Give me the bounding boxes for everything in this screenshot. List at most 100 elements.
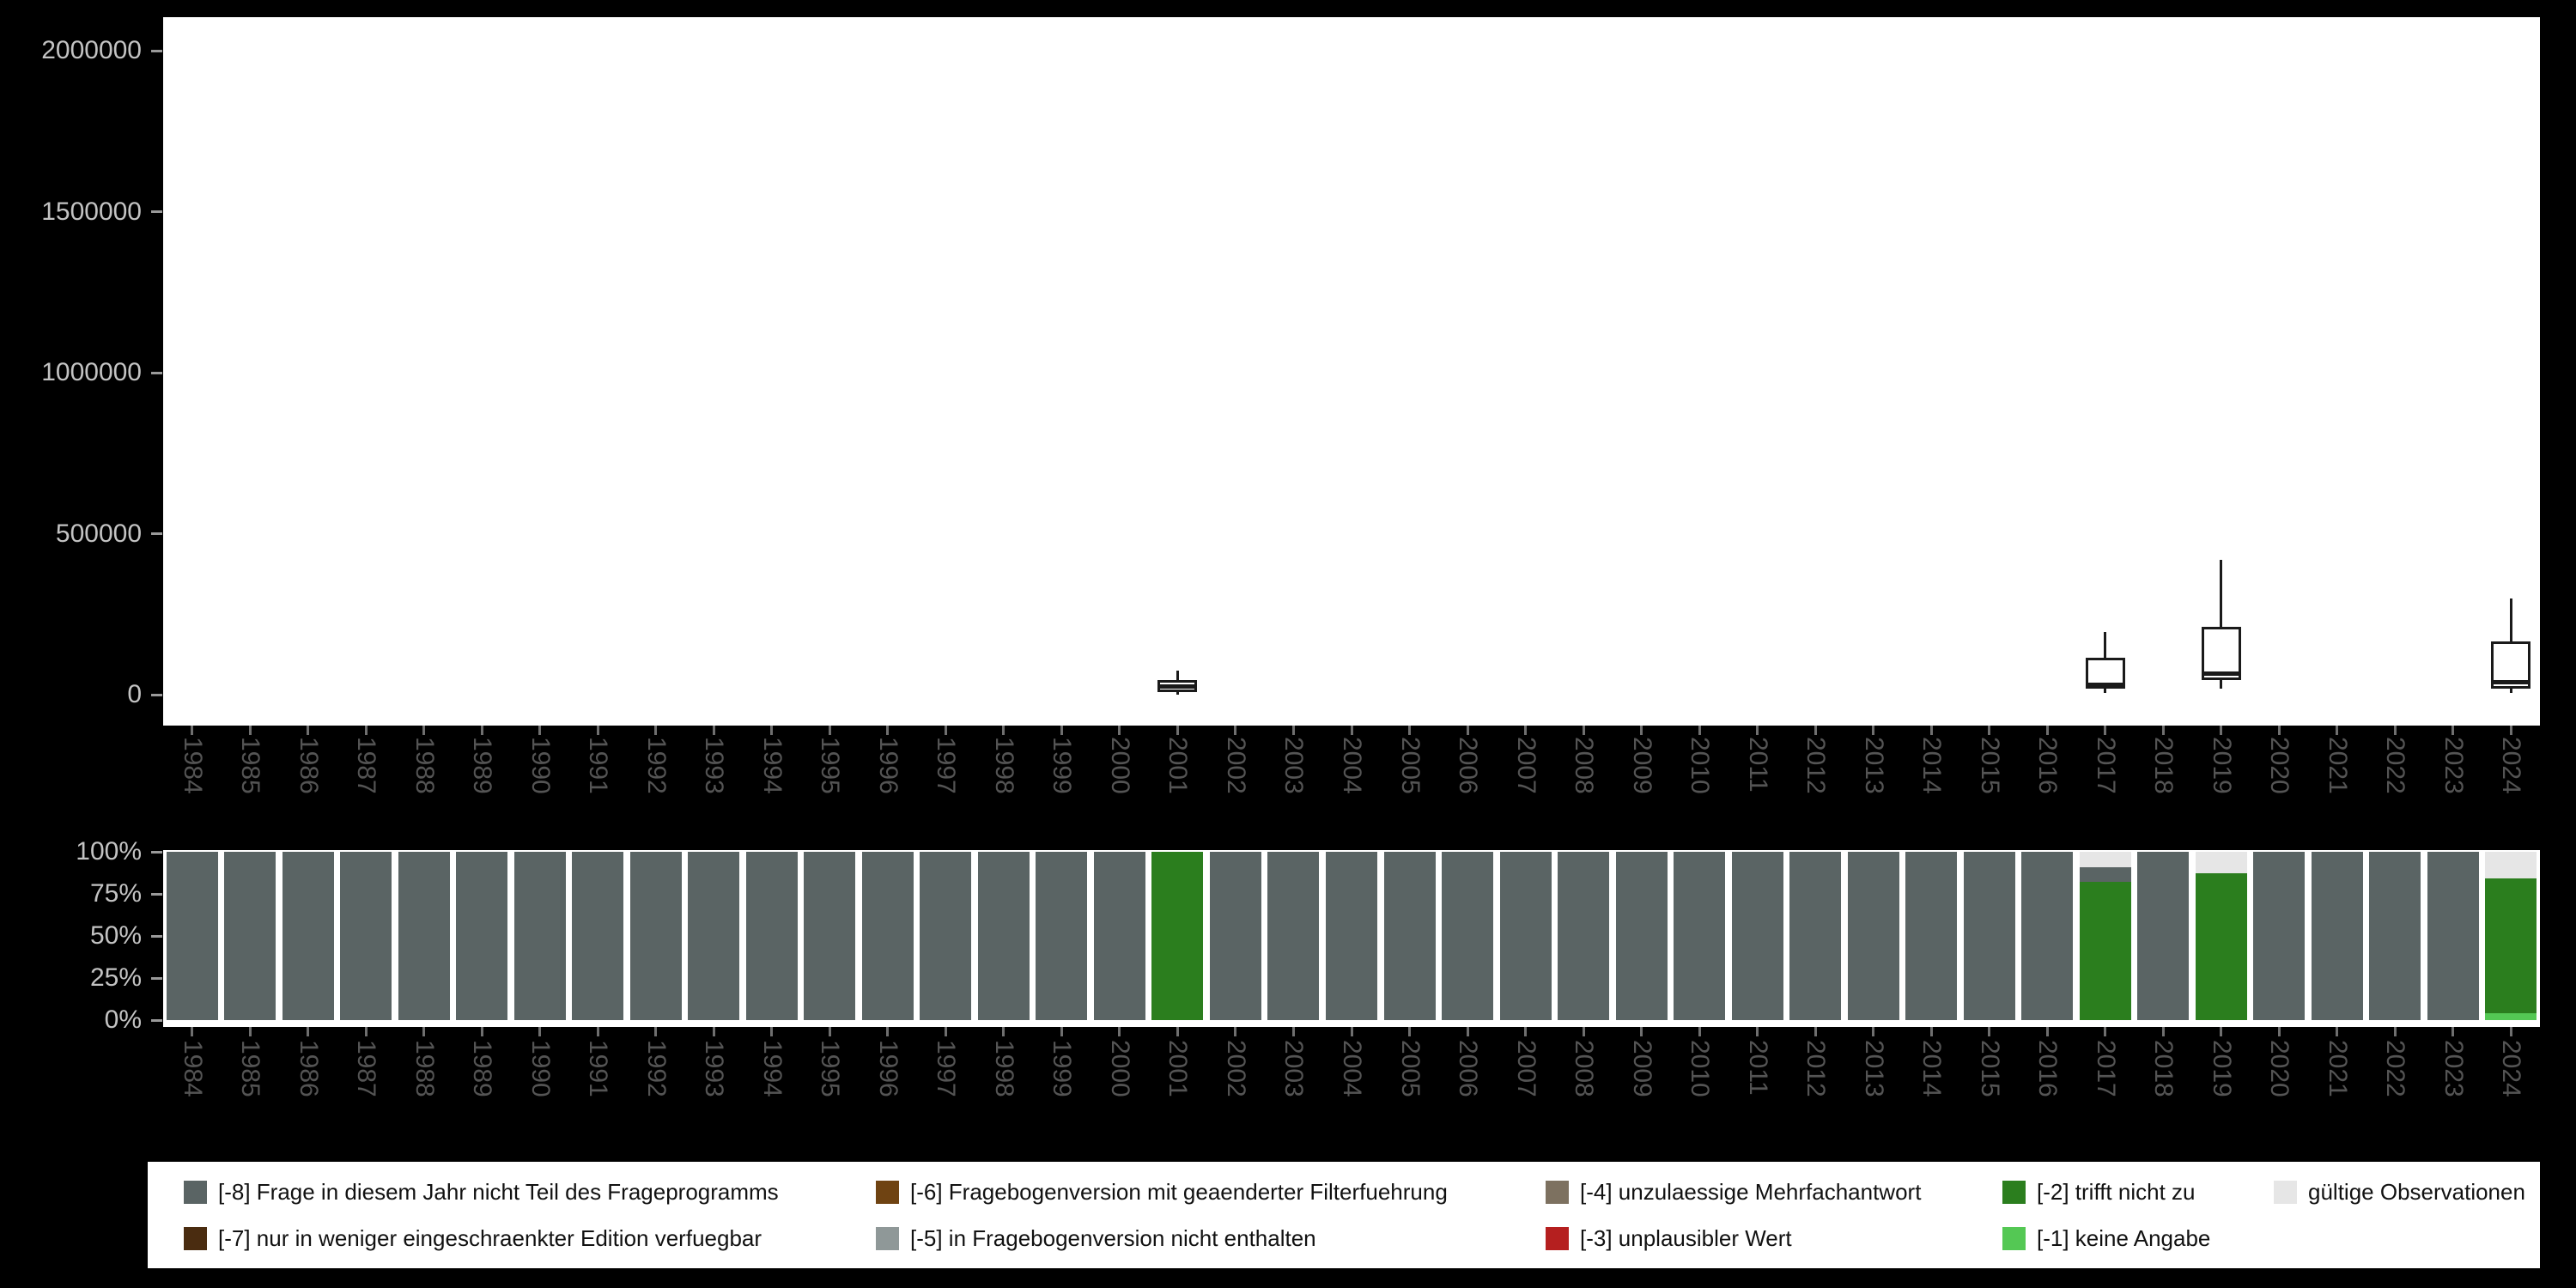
percent-axis-tick-mark <box>151 976 162 980</box>
x-axis-tick-mark <box>1408 1027 1411 1036</box>
x-axis-tick-mark <box>1234 1027 1237 1036</box>
x-axis-tick-mark <box>2220 726 2223 735</box>
x-axis-tick-mark <box>248 1027 252 1036</box>
x-axis-tick-label: 2022 <box>2381 737 2410 794</box>
y-axis-tick-mark <box>151 371 162 374</box>
legend-swatch--1 <box>2002 1226 2026 1250</box>
stacked-bar <box>572 852 624 1020</box>
y-axis-tick-mark <box>151 49 162 52</box>
x-axis-tick-mark <box>2220 1027 2223 1036</box>
x-axis-tick-mark <box>828 1027 831 1036</box>
bar-segment--8 <box>2427 852 2479 1020</box>
stacked-bar <box>224 852 276 1020</box>
x-axis-tick-label: 2024 <box>2497 1040 2526 1097</box>
x-axis-tick-mark <box>1002 1027 1005 1036</box>
x-axis-tick-label: 2007 <box>1511 1040 1540 1097</box>
x-axis-tick-mark <box>654 726 658 735</box>
legend-swatch--5 <box>876 1226 899 1250</box>
x-axis-tick-label: 1991 <box>584 1040 613 1097</box>
stacked-bar <box>1731 852 1783 1020</box>
stacked-bar <box>1847 852 1899 1020</box>
x-axis-tick-mark <box>1524 1027 1528 1036</box>
x-axis-tick-mark <box>1466 726 1469 735</box>
legend-swatch--2 <box>2002 1180 2026 1204</box>
legend-swatch--7 <box>184 1226 207 1250</box>
bar-segment--8 <box>688 852 740 1020</box>
x-axis-tick-mark <box>1988 1027 1991 1036</box>
stacked-bar <box>1963 852 2015 1020</box>
x-axis-tick-mark <box>2451 1027 2455 1036</box>
x-axis-tick-label: 2006 <box>1454 1040 1483 1097</box>
x-axis-tick-label: 1986 <box>294 737 323 794</box>
x-axis-tick-label: 2002 <box>1221 737 1250 794</box>
stacked-bar <box>804 852 856 1020</box>
stacked-bar <box>2427 852 2479 1020</box>
x-axis-tick-label: 2004 <box>1338 737 1366 794</box>
boxplot-median <box>2085 682 2125 687</box>
bar-segment--8 <box>1905 852 1958 1020</box>
x-axis-tick-mark <box>1640 1027 1643 1036</box>
x-axis-tick-label: 1990 <box>526 737 555 794</box>
x-axis-tick-mark <box>1524 726 1528 735</box>
bar-segment--8 <box>1789 852 1842 1020</box>
x-axis-tick-mark <box>1002 726 1005 735</box>
bar-segment--8 <box>629 852 682 1020</box>
x-axis-tick-label: 2001 <box>1163 1040 1193 1097</box>
percent-axis-tick-mark <box>151 850 162 854</box>
bar-segment-valid <box>2485 852 2537 879</box>
x-axis-tick-label: 1993 <box>700 737 729 794</box>
bar-segment--8 <box>1209 852 1261 1020</box>
stacked-bar <box>861 852 914 1020</box>
x-axis-tick-mark <box>1929 1027 1933 1036</box>
x-axis-tick-label: 1989 <box>468 1040 497 1097</box>
y-axis-tick-label: 0 <box>127 680 142 708</box>
x-axis-tick-mark <box>2393 1027 2397 1036</box>
stacked-bar <box>629 852 682 1020</box>
stacked-bar <box>1383 852 1436 1020</box>
stacked-bar <box>1674 852 1726 1020</box>
x-axis-tick-label: 2016 <box>2033 737 2063 794</box>
legend: [-8] Frage in diesem Jahr nicht Teil des… <box>148 1162 2540 1268</box>
x-axis-tick-label: 2010 <box>1686 737 1715 794</box>
legend-label: [-8] Frage in diesem Jahr nicht Teil des… <box>218 1178 779 1205</box>
bar-segment--2 <box>2195 873 2247 1020</box>
x-axis-tick-label: 2016 <box>2033 1040 2063 1097</box>
stacked-bar <box>456 852 508 1020</box>
legend-label: [-7] nur in weniger eingeschraenkter Edi… <box>218 1224 762 1251</box>
x-axis-tick-label: 1997 <box>932 1040 961 1097</box>
bar-segment--2 <box>2079 882 2131 1020</box>
stacked-bar <box>2137 852 2190 1020</box>
stacked-bar <box>745 852 798 1020</box>
x-axis-tick-mark <box>307 1027 310 1036</box>
x-axis-tick-label: 1994 <box>757 1040 787 1097</box>
y-axis-tick-mark <box>151 210 162 213</box>
bar-segment--8 <box>282 852 334 1020</box>
x-axis-tick-mark <box>1060 726 1063 735</box>
stacked-bar <box>1326 852 1377 1020</box>
boxplot-panel <box>163 17 2540 726</box>
x-axis-tick-label: 1984 <box>178 737 207 794</box>
x-axis-tick-mark <box>2336 726 2339 735</box>
bar-segment--2 <box>1151 852 1204 1020</box>
x-axis-tick-mark <box>2045 726 2049 735</box>
bar-segment--8 <box>1442 852 1494 1020</box>
stacked-bar <box>1789 852 1842 1020</box>
x-axis-tick-label: 2013 <box>1859 1040 1888 1097</box>
x-axis-tick-mark <box>1060 1027 1063 1036</box>
bar-segment--1 <box>2485 1013 2537 1020</box>
bar-segment--8 <box>1499 852 1552 1020</box>
x-axis-tick-mark <box>2161 1027 2165 1036</box>
percent-axis-tick-label: 50% <box>89 921 142 950</box>
x-axis-tick-label: 2015 <box>1975 737 2004 794</box>
x-axis-tick-mark <box>248 726 252 735</box>
x-axis-tick-mark <box>307 726 310 735</box>
x-axis-tick-mark <box>1350 726 1353 735</box>
x-axis-tick-mark <box>886 726 890 735</box>
legend-label: [-5] in Fragebogenversion nicht enthalte… <box>910 1224 1316 1251</box>
x-axis-tick-label: 2006 <box>1454 737 1483 794</box>
stacked-bar <box>1905 852 1958 1020</box>
x-axis-tick-label: 1999 <box>1048 1040 1077 1097</box>
x-axis-tick-mark <box>596 1027 599 1036</box>
stacked-bar <box>1093 852 1145 1020</box>
bar-segment--8 <box>2079 866 2131 883</box>
